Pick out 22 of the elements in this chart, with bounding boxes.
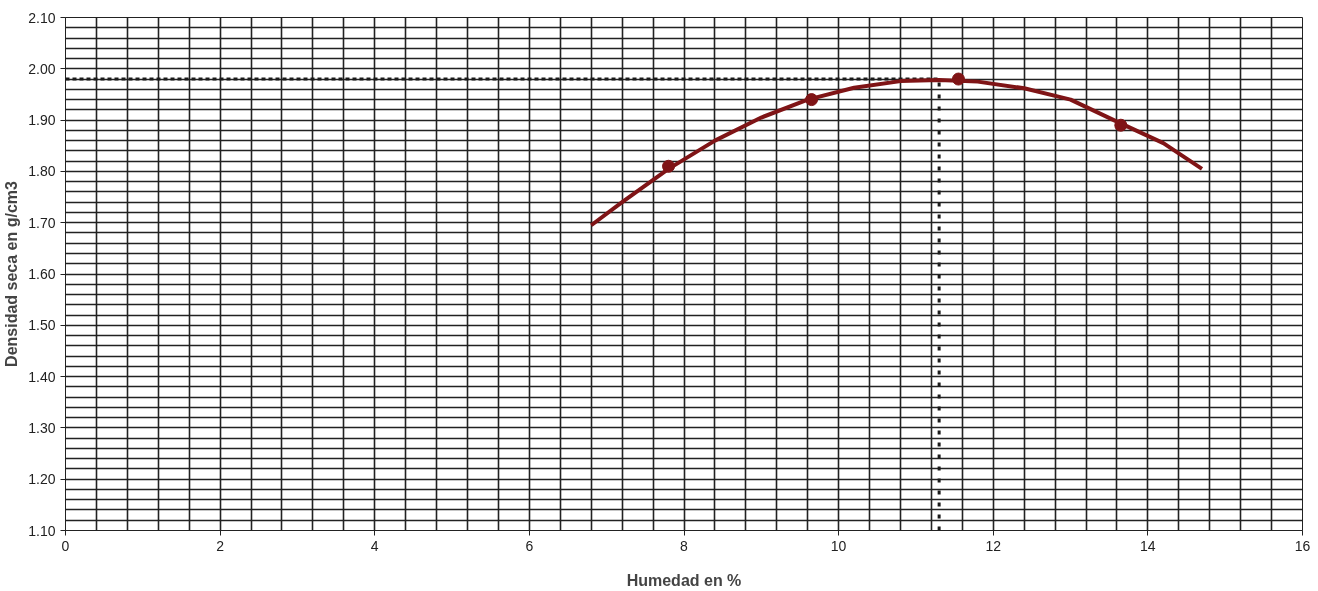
y-tick-label: 1.10 bbox=[28, 522, 56, 539]
y-tick-label: 1.90 bbox=[28, 112, 56, 129]
y-tick-label: 1.20 bbox=[28, 471, 56, 488]
x-tick-label: 16 bbox=[1294, 537, 1311, 554]
x-tick-label: 0 bbox=[61, 537, 70, 554]
y-tick-label: 1.50 bbox=[28, 317, 56, 334]
x-tick-label: 8 bbox=[680, 537, 689, 554]
y-tick-label: 1.60 bbox=[28, 266, 56, 282]
y-tick-label: 1.70 bbox=[28, 214, 56, 231]
y-axis-title: Densidad seca en g/cm3 bbox=[3, 180, 21, 367]
x-tick-label: 6 bbox=[525, 537, 534, 554]
x-tick-label: 4 bbox=[370, 537, 379, 554]
x-tick-label: 2 bbox=[216, 537, 225, 554]
y-tick-label: 1.40 bbox=[28, 368, 56, 385]
y-tick-label: 2.00 bbox=[28, 60, 56, 77]
y-tick-label: 2.10 bbox=[28, 9, 56, 26]
y-tick-label: 1.30 bbox=[28, 419, 56, 436]
x-axis-title: Humedad en % bbox=[626, 571, 742, 589]
x-tick-label: 10 bbox=[830, 537, 847, 554]
y-tick-label: 1.80 bbox=[28, 163, 56, 180]
x-tick-label: 14 bbox=[1140, 537, 1156, 554]
x-tick-label: 12 bbox=[985, 537, 1002, 554]
